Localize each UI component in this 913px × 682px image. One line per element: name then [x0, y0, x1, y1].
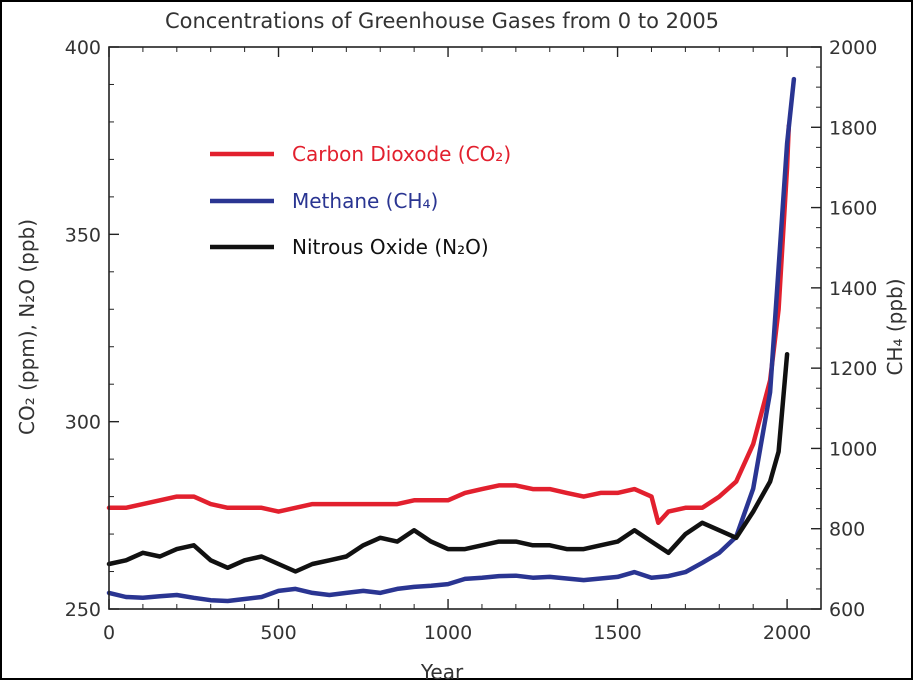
x-tick-label: 1500	[593, 622, 641, 644]
x-tick-label: 1000	[424, 622, 472, 644]
legend: Carbon Dioxode (CO₂) Methane (CH₄) Nitrous…	[210, 142, 511, 259]
y-right-tick-label: 1200	[829, 358, 877, 380]
y-axis-right-label: CH₄ (ppb)	[883, 278, 907, 375]
plot-frame	[108, 46, 822, 610]
y-right-tick-label: 1400	[829, 278, 877, 300]
y-right-tick-label: 1800	[829, 117, 877, 139]
legend-label-3: Nitrous Oxide (N₂O)	[292, 235, 489, 259]
y-left-tick-label: 250	[65, 599, 101, 621]
chart-title: Concentrations of Greenhouse Gases from …	[165, 9, 719, 33]
x-tick-label: 500	[260, 622, 296, 644]
series-line-2	[106, 76, 797, 604]
y-right-tick-label: 600	[829, 599, 865, 621]
y-left-tick-label: 350	[65, 224, 101, 246]
y-right-tick-label: 2000	[829, 37, 877, 59]
y-right-tick-label: 1000	[829, 438, 877, 460]
y-left-tick-label: 400	[65, 37, 101, 59]
y-right-tick-label: 1600	[829, 198, 877, 220]
legend-label-2: Methane (CH₄)	[292, 189, 438, 213]
y-right-tick-label: 800	[829, 519, 865, 541]
x-axis-label: Year	[420, 660, 464, 682]
series-line-3	[106, 351, 790, 574]
x-tick-label: 0	[103, 622, 115, 644]
x-tick-label: 2000	[763, 622, 811, 644]
y-left-tick-label: 300	[65, 412, 101, 434]
y-axis-left-label: CO₂ (ppm), N₂O (ppb)	[15, 219, 39, 435]
legend-label-1: Carbon Dioxode (CO₂)	[292, 142, 511, 166]
series-line-1	[106, 123, 792, 526]
